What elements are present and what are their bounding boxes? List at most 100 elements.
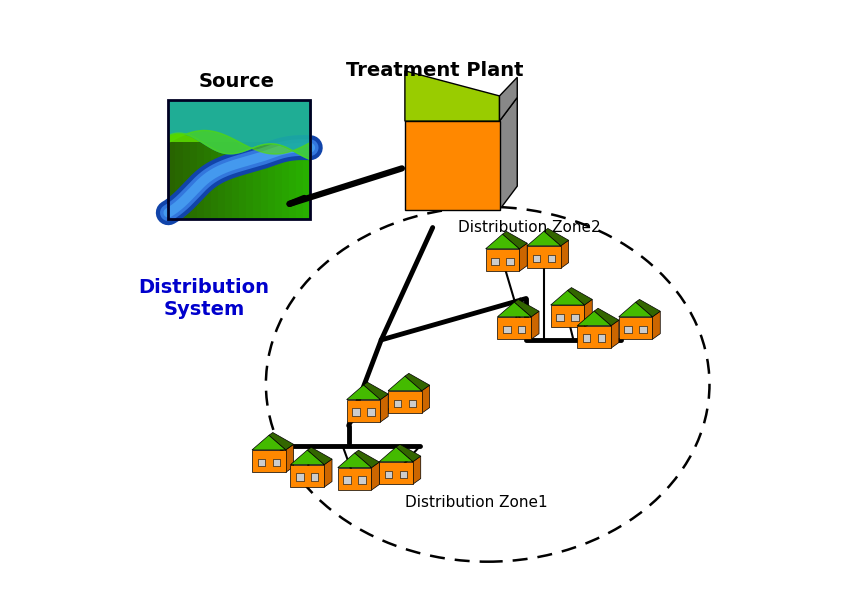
FancyBboxPatch shape	[246, 141, 254, 219]
Text: Distribution Zone2: Distribution Zone2	[458, 220, 601, 235]
FancyBboxPatch shape	[168, 100, 311, 219]
Polygon shape	[635, 300, 660, 317]
Polygon shape	[584, 299, 592, 328]
Polygon shape	[252, 435, 286, 450]
Polygon shape	[371, 462, 380, 490]
FancyBboxPatch shape	[400, 470, 407, 478]
FancyBboxPatch shape	[190, 141, 197, 219]
Polygon shape	[379, 447, 413, 461]
Polygon shape	[396, 444, 421, 461]
Polygon shape	[527, 231, 561, 246]
FancyBboxPatch shape	[625, 325, 632, 333]
FancyBboxPatch shape	[619, 317, 652, 339]
FancyBboxPatch shape	[577, 326, 611, 348]
FancyBboxPatch shape	[352, 408, 360, 416]
Polygon shape	[502, 232, 527, 249]
FancyBboxPatch shape	[394, 399, 401, 407]
FancyBboxPatch shape	[388, 391, 422, 413]
FancyBboxPatch shape	[254, 141, 261, 219]
Polygon shape	[381, 394, 388, 422]
FancyBboxPatch shape	[571, 314, 579, 321]
FancyBboxPatch shape	[239, 141, 246, 219]
Polygon shape	[405, 373, 430, 391]
FancyBboxPatch shape	[405, 121, 500, 210]
FancyBboxPatch shape	[211, 141, 218, 219]
FancyBboxPatch shape	[598, 334, 605, 341]
FancyBboxPatch shape	[385, 470, 393, 478]
Text: Distribution Zone1: Distribution Zone1	[405, 495, 547, 510]
Polygon shape	[520, 243, 527, 271]
FancyBboxPatch shape	[289, 141, 296, 219]
Text: Source: Source	[198, 72, 274, 91]
Polygon shape	[422, 385, 430, 413]
Polygon shape	[363, 382, 388, 399]
Polygon shape	[486, 234, 520, 249]
Polygon shape	[291, 450, 324, 464]
Polygon shape	[544, 229, 569, 246]
FancyBboxPatch shape	[639, 325, 646, 333]
FancyBboxPatch shape	[296, 473, 304, 481]
Polygon shape	[337, 453, 371, 467]
Polygon shape	[577, 311, 611, 326]
Polygon shape	[286, 444, 293, 472]
FancyBboxPatch shape	[225, 141, 232, 219]
Text: Treatment Plant: Treatment Plant	[346, 61, 523, 79]
FancyBboxPatch shape	[497, 317, 531, 339]
FancyBboxPatch shape	[258, 458, 265, 466]
FancyBboxPatch shape	[408, 399, 416, 407]
FancyBboxPatch shape	[551, 305, 584, 328]
FancyBboxPatch shape	[548, 255, 555, 262]
Polygon shape	[619, 302, 652, 317]
FancyBboxPatch shape	[282, 141, 289, 219]
Polygon shape	[551, 290, 584, 305]
Polygon shape	[611, 320, 619, 348]
FancyBboxPatch shape	[291, 464, 324, 487]
FancyBboxPatch shape	[204, 141, 211, 219]
Polygon shape	[514, 300, 539, 317]
FancyBboxPatch shape	[507, 257, 513, 265]
FancyBboxPatch shape	[557, 314, 564, 321]
Polygon shape	[405, 71, 500, 121]
FancyBboxPatch shape	[268, 141, 274, 219]
Polygon shape	[347, 385, 381, 399]
FancyBboxPatch shape	[273, 458, 280, 466]
FancyBboxPatch shape	[491, 257, 499, 265]
FancyBboxPatch shape	[518, 325, 526, 333]
FancyBboxPatch shape	[303, 141, 311, 219]
FancyBboxPatch shape	[367, 408, 375, 416]
FancyBboxPatch shape	[261, 141, 268, 219]
FancyBboxPatch shape	[527, 246, 561, 268]
FancyBboxPatch shape	[358, 476, 366, 484]
FancyBboxPatch shape	[296, 141, 303, 219]
FancyBboxPatch shape	[252, 450, 286, 472]
FancyBboxPatch shape	[175, 141, 182, 219]
FancyBboxPatch shape	[168, 141, 175, 219]
Polygon shape	[568, 288, 592, 305]
Polygon shape	[561, 240, 569, 268]
FancyBboxPatch shape	[532, 255, 540, 262]
FancyBboxPatch shape	[311, 473, 318, 481]
FancyBboxPatch shape	[583, 334, 590, 341]
FancyBboxPatch shape	[182, 141, 190, 219]
Polygon shape	[500, 97, 517, 210]
Polygon shape	[413, 456, 421, 484]
Polygon shape	[324, 459, 332, 487]
Polygon shape	[355, 450, 380, 467]
Text: Distribution
System: Distribution System	[138, 278, 269, 319]
Polygon shape	[594, 308, 619, 326]
Polygon shape	[497, 302, 531, 317]
FancyBboxPatch shape	[379, 461, 413, 484]
FancyBboxPatch shape	[197, 141, 204, 219]
FancyBboxPatch shape	[486, 249, 520, 271]
FancyBboxPatch shape	[337, 467, 371, 490]
FancyBboxPatch shape	[503, 325, 511, 333]
FancyBboxPatch shape	[274, 141, 282, 219]
Polygon shape	[500, 77, 517, 121]
Polygon shape	[269, 432, 293, 450]
FancyBboxPatch shape	[218, 141, 225, 219]
Polygon shape	[307, 447, 332, 464]
FancyBboxPatch shape	[347, 399, 381, 422]
Polygon shape	[652, 311, 660, 339]
FancyBboxPatch shape	[343, 476, 351, 484]
Polygon shape	[388, 376, 422, 391]
